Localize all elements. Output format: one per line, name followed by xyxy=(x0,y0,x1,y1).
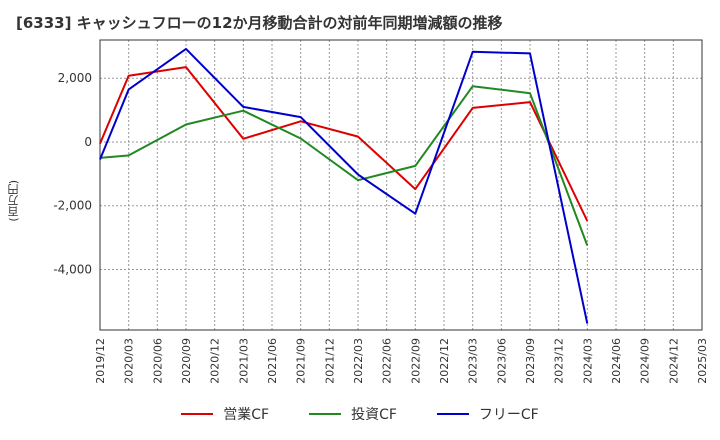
x-tick-label: 2023/06 xyxy=(495,338,508,384)
legend-swatch xyxy=(309,413,342,415)
chart-legend: 営業CF 投資CF フリーCF xyxy=(0,404,720,424)
legend-swatch xyxy=(181,413,214,415)
legend-item: フリーCF xyxy=(436,404,539,424)
x-tick-label: 2024/12 xyxy=(667,338,680,384)
x-tick-label: 2023/09 xyxy=(524,338,537,384)
x-tick-label: 2023/12 xyxy=(553,338,566,384)
x-tick-label: 2021/12 xyxy=(323,338,336,384)
legend-label: フリーCF xyxy=(478,407,539,423)
legend-swatch xyxy=(436,413,469,415)
y-tick-label: -2,000 xyxy=(53,199,92,213)
y-tick-label: -4,000 xyxy=(53,262,92,276)
legend-item: 投資CF xyxy=(309,404,397,424)
x-tick-label: 2020/12 xyxy=(209,338,222,384)
x-tick-label: 2020/09 xyxy=(180,338,193,384)
x-tick-label: 2020/03 xyxy=(123,338,136,384)
x-tick-label: 2019/12 xyxy=(94,338,107,384)
x-tick-label: 2020/06 xyxy=(151,338,164,384)
x-tick-label: 2021/06 xyxy=(266,338,279,384)
x-tick-label: 2024/06 xyxy=(610,338,623,384)
x-tick-label: 2022/12 xyxy=(438,338,451,384)
x-tick-label: 2021/03 xyxy=(237,338,250,384)
chart-title: [6333] キャッシュフローの12か月移動合計の対前年同期増減額の推移 xyxy=(16,14,503,32)
x-tick-label: 2023/03 xyxy=(467,338,480,384)
plot-frame xyxy=(99,39,703,331)
x-tick-label: 2024/03 xyxy=(581,338,594,384)
legend-item: 営業CF xyxy=(181,404,269,424)
x-tick-label: 2025/03 xyxy=(696,338,709,384)
series-line-2 xyxy=(99,85,589,246)
series-line-3 xyxy=(99,47,589,324)
x-tick-label: 2024/09 xyxy=(639,338,652,384)
y-tick-label: 2,000 xyxy=(58,71,92,85)
series-line-1 xyxy=(99,66,589,222)
y-tick-label: 0 xyxy=(84,135,92,149)
x-tick-label: 2022/06 xyxy=(381,338,394,384)
line-chart: 2,000 0 -2,000 -4,000 2019/12 2020/03 2020/06 2… xyxy=(53,39,709,384)
x-tick-label: 2022/03 xyxy=(352,338,365,384)
x-tick-label: 2021/09 xyxy=(295,338,308,384)
x-tick-label: 2022/09 xyxy=(409,338,422,384)
legend-label: 営業CF xyxy=(223,407,270,423)
legend-label: 投資CF xyxy=(351,407,397,423)
